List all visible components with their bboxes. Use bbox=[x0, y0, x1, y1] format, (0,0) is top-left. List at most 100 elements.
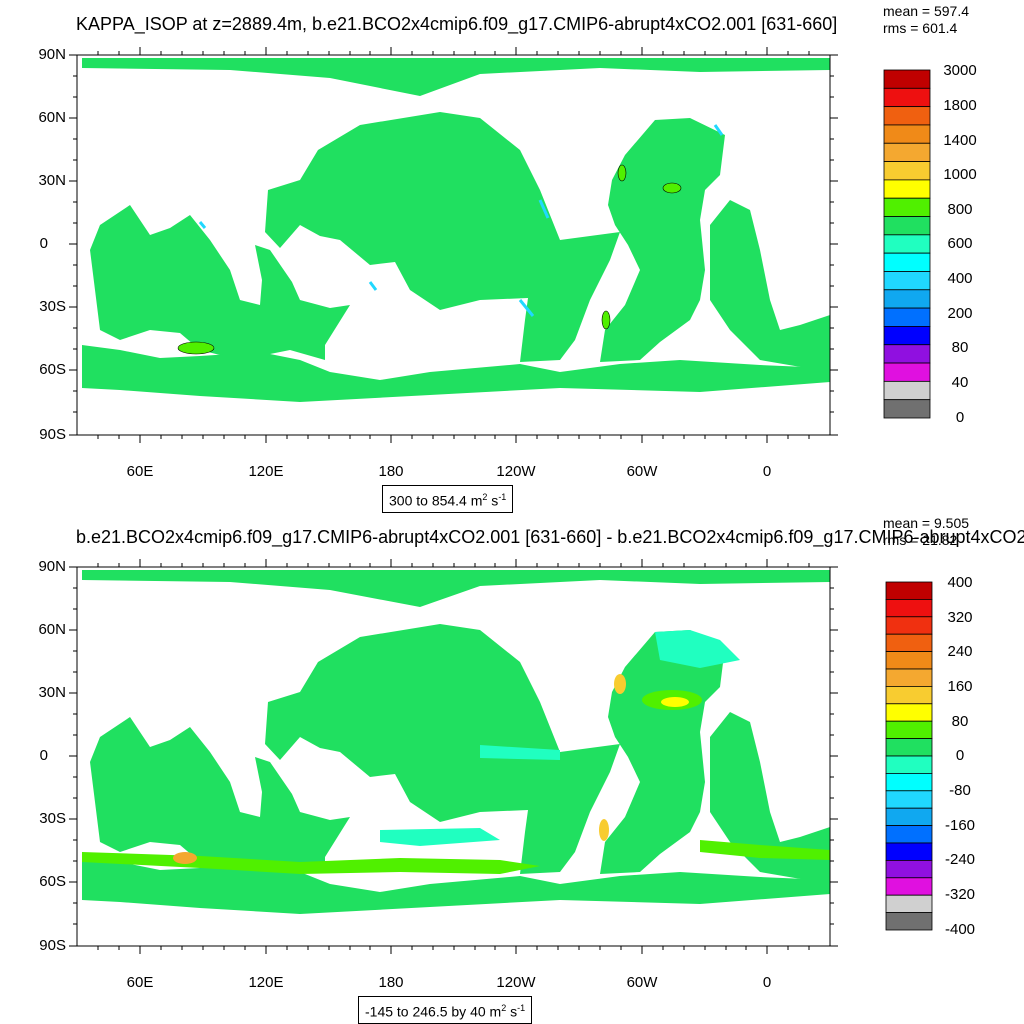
bottom-anomaly-cyan-eq-pacific bbox=[480, 745, 560, 760]
colorbar-cell bbox=[885, 912, 933, 931]
top-arctic-ocean bbox=[82, 58, 830, 96]
top-colorbar-label: 1000 bbox=[943, 166, 977, 183]
top-colorbar-label: 1400 bbox=[943, 132, 977, 149]
colorbar-cell bbox=[885, 755, 933, 774]
top-colorbar-label: 200 bbox=[947, 305, 973, 322]
top-lat-label: 60N bbox=[38, 109, 66, 126]
top-colorbar-label: 1800 bbox=[943, 97, 977, 114]
top-lon-label: 60E bbox=[126, 463, 154, 480]
bottom-lat-label: 0 bbox=[39, 747, 48, 764]
colorbar-cell bbox=[883, 344, 931, 364]
bottom-colorbar-label: -400 bbox=[944, 921, 976, 938]
top-range-exp2: -1 bbox=[498, 492, 507, 502]
colorbar-cell bbox=[883, 106, 931, 126]
bottom-anomaly-med bbox=[614, 674, 626, 694]
colorbar-cell bbox=[883, 197, 931, 217]
bottom-atlantic-east bbox=[710, 712, 830, 884]
bottom-lat-label: 30S bbox=[39, 810, 66, 827]
bottom-anomaly-sa bbox=[599, 819, 609, 841]
colorbar-cell bbox=[883, 252, 931, 272]
colorbar-cell bbox=[883, 124, 931, 144]
bottom-pacific-ocean bbox=[265, 624, 620, 874]
top-range-note: 300 to 854.4 m2 s-1 bbox=[382, 485, 514, 513]
top-colorbar-label: 400 bbox=[947, 270, 973, 287]
bottom-range-exp1: 2 bbox=[501, 1003, 507, 1013]
colorbar-cell bbox=[885, 686, 933, 705]
top-atlantic-ocean bbox=[600, 118, 725, 362]
top-panel-title: KAPPA_ISOP at z=2889.4m, b.e21.BCO2x4cmi… bbox=[76, 14, 838, 34]
top-ticks bbox=[69, 47, 838, 443]
top-rms-stat: rms = 601.4 bbox=[883, 20, 958, 36]
top-atlantic-east bbox=[710, 200, 830, 372]
bottom-anomaly-atlantic-south bbox=[700, 840, 830, 860]
colorbar-cell bbox=[885, 599, 933, 618]
colorbar-cell bbox=[885, 825, 933, 844]
bottom-colorbar-label: -240 bbox=[944, 851, 976, 868]
colorbar-cell bbox=[885, 860, 933, 879]
top-lat-label: 90N bbox=[38, 46, 66, 63]
top-lon-label: 120E bbox=[248, 463, 284, 480]
bottom-colorbar-label: -80 bbox=[949, 782, 971, 799]
top-colorbar-label: 600 bbox=[947, 235, 973, 252]
top-range-exp1: 2 bbox=[482, 492, 488, 502]
colorbar-cell bbox=[885, 842, 933, 861]
top-lon-label: 0 bbox=[762, 463, 772, 480]
colorbar-cell bbox=[883, 234, 931, 254]
top-colorbar-label: 80 bbox=[951, 339, 969, 356]
colorbar-cell bbox=[885, 738, 933, 757]
top-lat-label: 60S bbox=[39, 361, 66, 378]
bottom-lon-label: 60W bbox=[626, 974, 658, 991]
colorbar-cell bbox=[883, 307, 931, 327]
colorbar-cell bbox=[883, 161, 931, 181]
top-map bbox=[82, 58, 830, 402]
bottom-colorbar-label: 320 bbox=[947, 609, 973, 626]
top-highlight-south-atlantic bbox=[601, 310, 611, 330]
top-southern-ocean bbox=[82, 345, 830, 402]
bottom-panel-title: b.e21.BCO2x4cmip6.f09_g17.CMIP6-abrupt4x… bbox=[76, 527, 1024, 547]
top-range-text: 300 to 854.4 m bbox=[389, 492, 483, 509]
top-lat-label: 90S bbox=[39, 426, 66, 443]
bottom-indian-ocean bbox=[90, 717, 350, 872]
bottom-ticks bbox=[69, 559, 838, 954]
bottom-range-s: s bbox=[506, 1003, 518, 1020]
colorbar-cell bbox=[885, 703, 933, 722]
bottom-lat-label: 90N bbox=[38, 558, 66, 575]
bottom-range-text: -145 to 246.5 by 40 m bbox=[365, 1003, 502, 1020]
bottom-anomaly-cyan-south-pacific bbox=[380, 828, 500, 846]
top-indian-ocean bbox=[90, 205, 350, 360]
bottom-arctic-ocean bbox=[82, 570, 830, 607]
bottom-rms-stat: rms = 21.82 bbox=[883, 532, 958, 548]
colorbar-cell bbox=[883, 216, 931, 236]
bottom-lon-label: 120W bbox=[496, 974, 536, 991]
bottom-lon-label: 60E bbox=[126, 974, 154, 991]
top-pacific-ocean bbox=[265, 112, 620, 362]
bottom-map bbox=[82, 570, 830, 914]
colorbar-cell bbox=[885, 773, 933, 792]
top-highlight-north-atlantic bbox=[662, 182, 682, 194]
bottom-atlantic-ocean bbox=[600, 630, 725, 874]
bottom-anomaly-orange-spot bbox=[173, 852, 197, 864]
top-mean-stat: mean = 597.4 bbox=[883, 3, 970, 19]
bottom-colorbar-label: 0 bbox=[955, 747, 965, 764]
bottom-range-note: -145 to 246.5 by 40 m2 s-1 bbox=[358, 996, 533, 1024]
colorbar-cell bbox=[885, 720, 933, 740]
top-lon-label: 120W bbox=[496, 463, 536, 480]
colorbar-cell bbox=[885, 651, 933, 670]
top-lon-label: 180 bbox=[378, 463, 404, 480]
bottom-lon-label: 0 bbox=[762, 974, 772, 991]
bottom-lat-label: 30N bbox=[38, 684, 66, 701]
colorbar-cell bbox=[885, 894, 933, 914]
colorbar-cell bbox=[883, 289, 931, 309]
bottom-colorbar-label: 400 bbox=[947, 574, 973, 591]
colorbar-cell bbox=[883, 362, 931, 382]
bottom-anomaly-gulfstream-yellow bbox=[661, 697, 689, 707]
top-range-s: s bbox=[487, 492, 499, 509]
colorbar-cell bbox=[885, 633, 933, 653]
colorbar-cell bbox=[885, 877, 933, 896]
top-colorbar bbox=[883, 69, 931, 419]
bottom-lon-label: 120E bbox=[248, 974, 284, 991]
bottom-colorbar-label: 80 bbox=[951, 713, 969, 730]
top-colorbar-label: 3000 bbox=[943, 62, 977, 79]
top-colorbar-label: 800 bbox=[947, 201, 973, 218]
colorbar-cell bbox=[885, 668, 933, 687]
